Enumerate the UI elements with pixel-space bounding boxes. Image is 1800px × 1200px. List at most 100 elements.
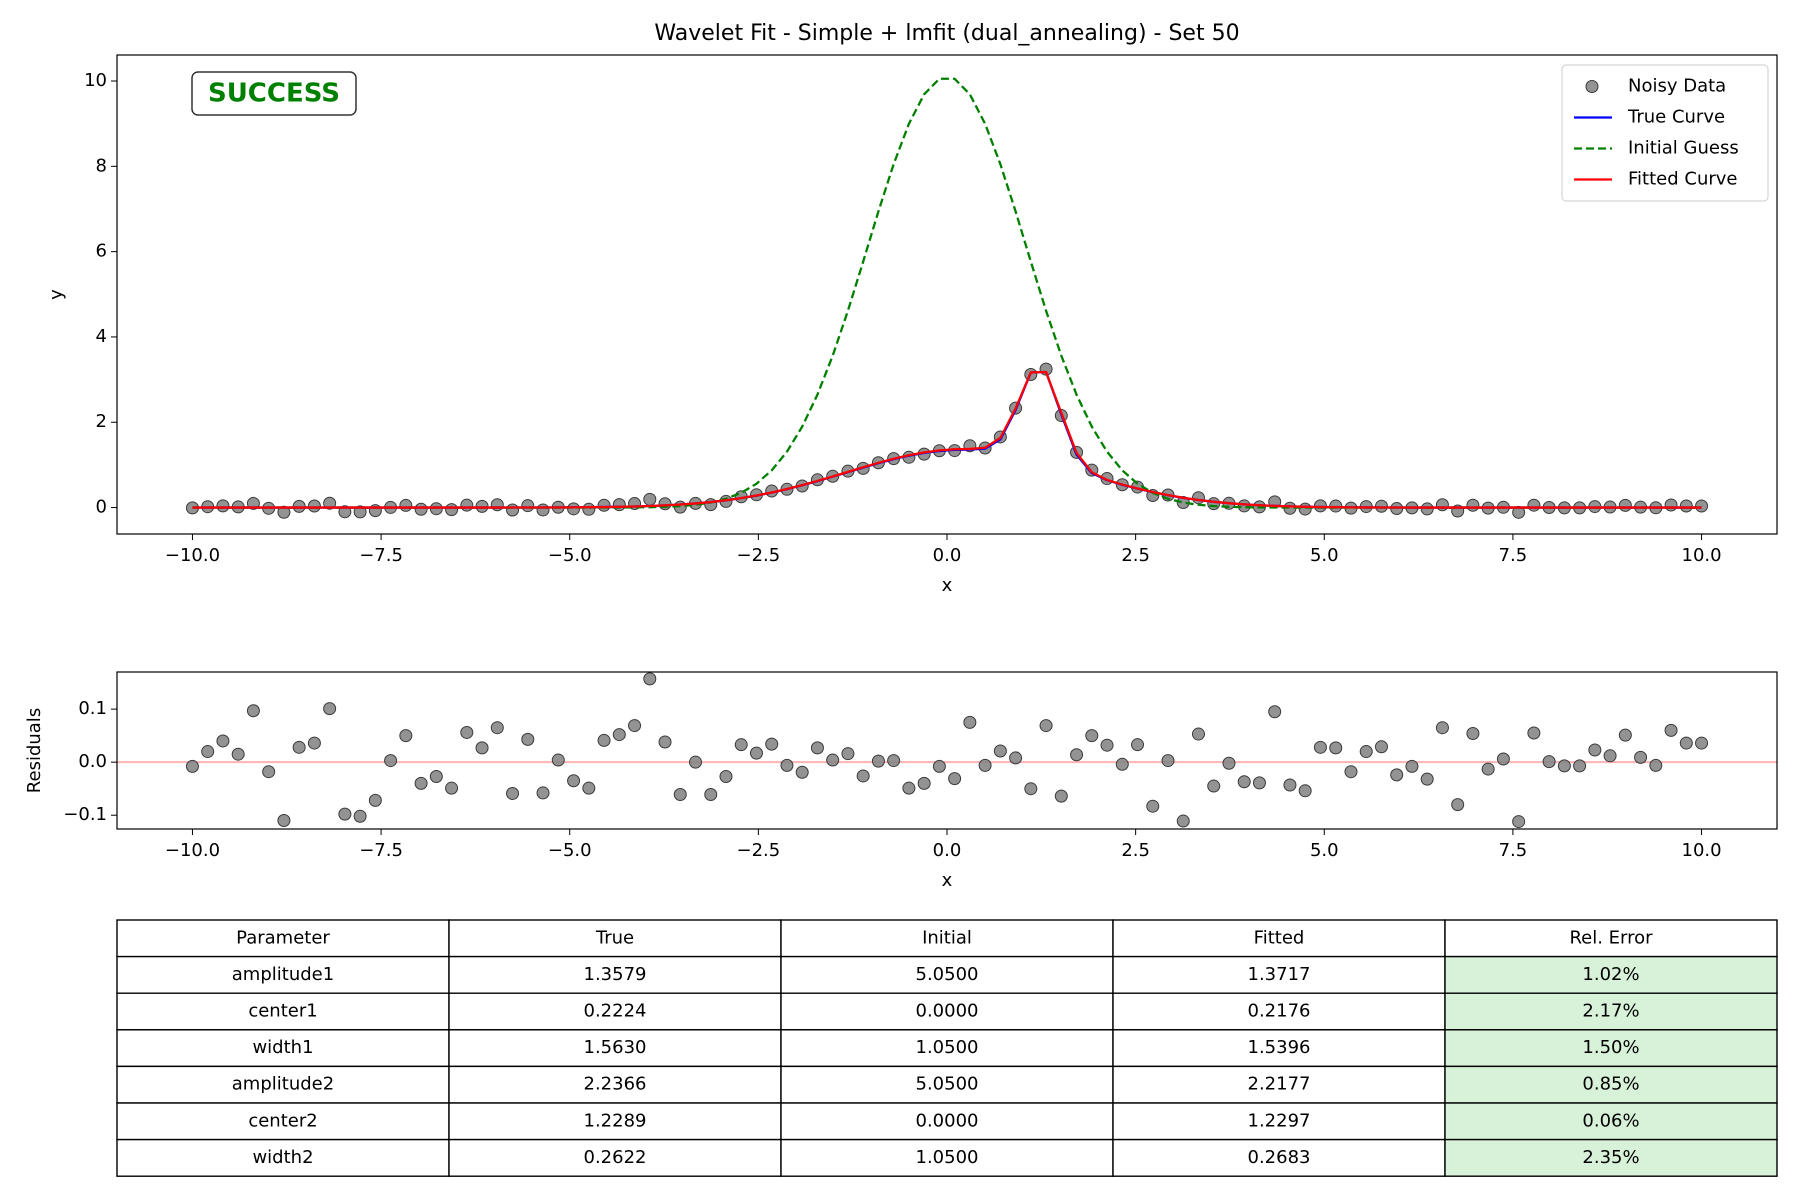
data-point [1085, 729, 1099, 743]
data-point [597, 733, 611, 747]
table-cell-text: 5.0500 [916, 964, 979, 985]
y-tick-label: 10 [84, 70, 107, 91]
table-cell-text: width2 [252, 1147, 313, 1168]
x-tick-label: −5.0 [548, 545, 592, 566]
data-point [749, 746, 763, 760]
data-point [1405, 759, 1419, 773]
data-point [460, 498, 474, 512]
table-cell-text: 1.50% [1582, 1037, 1639, 1058]
data-point [856, 769, 870, 783]
data-point [1344, 765, 1358, 779]
data-point [1527, 498, 1541, 512]
y-axis-label: y [46, 289, 67, 300]
table-cell-text: 0.2683 [1248, 1147, 1311, 1168]
data-point [506, 786, 520, 800]
data-point [1420, 502, 1434, 516]
table-cell [116, 1138, 450, 1177]
table-cell [116, 955, 450, 994]
table-header: Initial [922, 927, 972, 948]
table-cell [780, 1102, 1114, 1141]
chart-title: Wavelet Fit - Simple + lmfit (dual_annea… [654, 21, 1239, 46]
data-point [1283, 778, 1297, 792]
x-tick-label: −10.0 [165, 545, 220, 566]
data-point [445, 781, 459, 795]
table-cell-text: 0.85% [1582, 1074, 1639, 1095]
data-point [1161, 754, 1175, 768]
data-point [1329, 741, 1343, 755]
data-point [185, 759, 199, 773]
data-point [506, 503, 520, 517]
table-cell-text: 0.2224 [584, 1001, 647, 1022]
data-point [384, 754, 398, 768]
data-point [932, 759, 946, 773]
data-point [1009, 751, 1023, 765]
table-cell-text: 1.0500 [916, 1037, 979, 1058]
table-cell-text: amplitude2 [232, 1074, 334, 1095]
x-tick-label: −2.5 [737, 840, 781, 861]
plot-area [185, 77, 1709, 519]
data-point [307, 499, 321, 513]
x-tick-label: 5.0 [1310, 545, 1339, 566]
data-point [429, 502, 443, 516]
y-axis-label: Residuals [24, 708, 45, 793]
table-header: Rel. Error [1569, 927, 1653, 948]
data-point [582, 502, 596, 516]
data-point [246, 704, 260, 718]
data-point [1420, 772, 1434, 786]
table-cell [448, 955, 782, 994]
data-point [490, 721, 504, 735]
legend-label: Fitted Curve [1628, 169, 1738, 190]
data-point [1481, 762, 1495, 776]
data-point [871, 754, 885, 768]
data-point [1146, 799, 1160, 813]
data-point [231, 747, 245, 761]
table-cell-text: 5.0500 [916, 1074, 979, 1095]
y-tick-label: 4 [96, 326, 107, 347]
data-point [1115, 757, 1129, 771]
table-cell-text: width1 [252, 1037, 313, 1058]
y-tick-label: −0.1 [63, 804, 107, 825]
legend-label: Noisy Data [1628, 76, 1726, 97]
data-point [1374, 499, 1388, 513]
table-cell-text: 0.0000 [916, 1001, 979, 1022]
table-cell [448, 1065, 782, 1104]
data-point [414, 776, 428, 790]
data-point [810, 741, 824, 755]
table-cell-text: 1.5630 [584, 1037, 647, 1058]
table-cell [448, 1029, 782, 1068]
legend: Noisy Data True Curve Initial Guess Fitted … [1561, 64, 1769, 202]
data-point [353, 809, 367, 823]
table-cell-text: 0.2622 [584, 1147, 647, 1168]
y-tick-label: 0.1 [78, 698, 107, 719]
x-tick-label: −5.0 [548, 840, 592, 861]
legend-label: True Curve [1627, 107, 1725, 128]
data-point [978, 758, 992, 772]
data-point [323, 496, 337, 510]
data-point [689, 755, 703, 769]
data-point [1573, 759, 1587, 773]
data-point [399, 498, 413, 512]
table-cell-text: 1.2289 [584, 1110, 647, 1131]
table-cell [1444, 1138, 1778, 1177]
table-cell [1112, 1065, 1446, 1104]
data-point [1695, 499, 1709, 513]
data-point [551, 753, 565, 767]
data-point [536, 786, 550, 800]
data-point [1100, 738, 1114, 752]
x-tick-label: 7.5 [1499, 545, 1528, 566]
data-point [1512, 505, 1526, 519]
table-cell-text: 0.0000 [916, 1110, 979, 1131]
table-header: Parameter [236, 927, 330, 948]
x-tick-label: −7.5 [359, 840, 403, 861]
data-point [780, 758, 794, 772]
table-header: True [595, 927, 634, 948]
x-tick-label: −7.5 [359, 545, 403, 566]
table-cell-text: 0.2176 [1248, 1001, 1311, 1022]
table-cell-text: 1.3579 [584, 964, 647, 985]
data-point [826, 753, 840, 767]
data-point [1679, 736, 1693, 750]
data-point [1191, 491, 1205, 505]
x-tick-label: 5.0 [1310, 840, 1339, 861]
axes-frame [116, 54, 1778, 535]
